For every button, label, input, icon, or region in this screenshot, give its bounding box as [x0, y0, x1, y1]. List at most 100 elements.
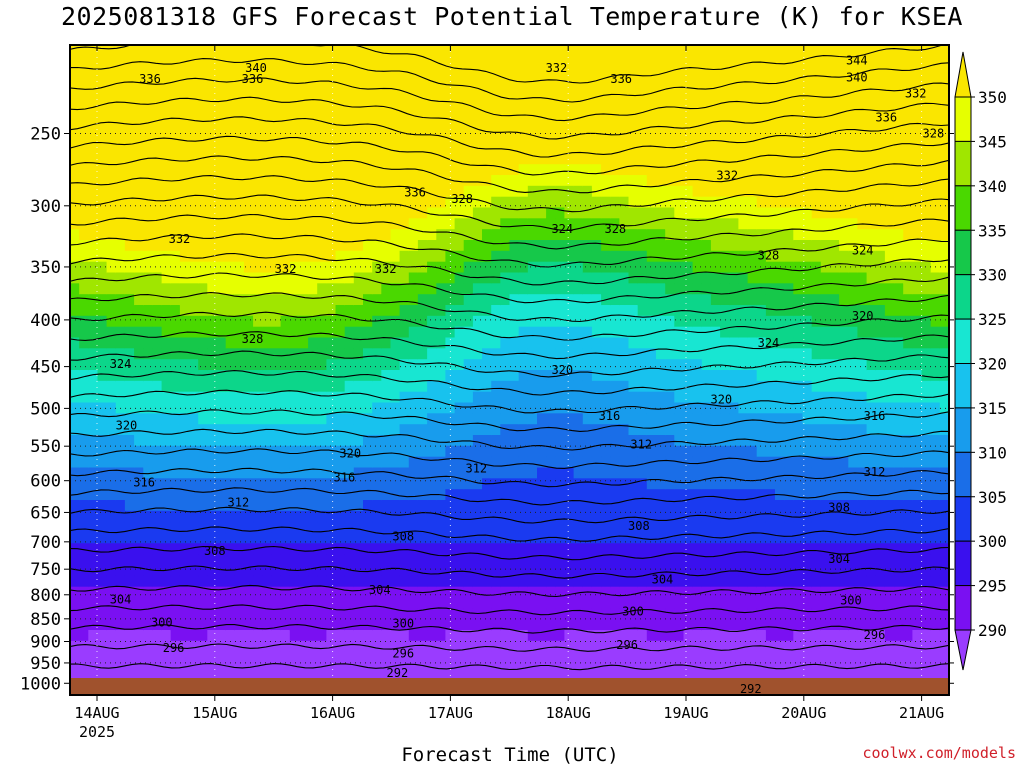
theta-cell [143, 229, 154, 241]
theta-cell [674, 586, 685, 599]
theta-cell [665, 380, 676, 393]
theta-cell [207, 500, 218, 512]
theta-cell [271, 315, 282, 328]
theta-cell [198, 315, 209, 328]
theta-cell [417, 110, 428, 122]
theta-cell [500, 66, 511, 79]
theta-cell [244, 229, 254, 241]
theta-cell [161, 110, 172, 122]
theta-cell [692, 348, 703, 360]
theta-cell [454, 294, 465, 306]
theta-cell [546, 88, 557, 100]
theta-cell [280, 651, 291, 664]
theta-cell [472, 175, 483, 187]
theta-cell [454, 348, 465, 360]
theta-cell [756, 337, 767, 350]
theta-cell [637, 175, 648, 187]
theta-cell [601, 359, 612, 371]
theta-cell [500, 662, 511, 675]
theta-cell [793, 88, 804, 100]
theta-cell [253, 370, 264, 382]
theta-cell [793, 315, 804, 328]
theta-cell [152, 435, 163, 447]
theta-cell [381, 543, 392, 555]
theta-cell [527, 131, 538, 144]
theta-cell [335, 88, 346, 100]
theta-cell [124, 207, 135, 220]
theta-cell [546, 261, 557, 274]
theta-cell [610, 283, 621, 295]
theta-cell [683, 315, 694, 328]
theta-cell [216, 391, 227, 404]
theta-cell [729, 175, 740, 187]
theta-cell [738, 489, 749, 501]
theta-cell [591, 55, 602, 68]
theta-cell [491, 532, 502, 545]
theta-cell [280, 120, 291, 133]
theta-cell [454, 261, 465, 274]
theta-cell [253, 261, 264, 274]
theta-cell [353, 99, 364, 111]
theta-cell [802, 662, 813, 675]
theta-cell [124, 272, 135, 285]
theta-cell [353, 55, 364, 68]
theta-cell [179, 88, 190, 100]
theta-cell [619, 445, 630, 458]
theta-cell [234, 391, 245, 404]
theta-cell [802, 586, 813, 599]
theta-cell [436, 402, 447, 415]
theta-cell [79, 586, 90, 599]
theta-cell [445, 413, 456, 425]
theta-cell [775, 500, 785, 512]
theta-cell [628, 467, 639, 480]
theta-cell [317, 456, 328, 469]
theta-cell [537, 478, 547, 490]
theta-cell [500, 651, 511, 664]
theta-cell [417, 45, 428, 57]
theta-cell [656, 597, 666, 610]
theta-cell [234, 175, 245, 187]
theta-cell [619, 543, 630, 555]
theta-cell [756, 662, 767, 675]
theta-cell [280, 66, 291, 79]
theta-cell [463, 554, 474, 566]
theta-cell [372, 131, 383, 144]
theta-cell [436, 608, 447, 620]
theta-cell [134, 66, 145, 79]
theta-cell [518, 445, 529, 458]
theta-cell [582, 575, 593, 588]
theta-cell [207, 640, 218, 653]
theta-cell [765, 597, 776, 610]
theta-cell [729, 55, 740, 68]
theta-cell [198, 445, 209, 458]
theta-cell [710, 391, 721, 404]
theta-cell [427, 250, 438, 263]
theta-cell [811, 575, 822, 588]
theta-cell [747, 99, 758, 111]
theta-cell [390, 229, 401, 241]
theta-cell [591, 45, 602, 57]
theta-cell [179, 608, 190, 620]
theta-cell [802, 261, 813, 274]
theta-cell [646, 554, 657, 566]
theta-cell [106, 424, 117, 436]
theta-cell [124, 185, 135, 198]
theta-cell [637, 45, 648, 57]
theta-cell [399, 218, 410, 230]
theta-cell [372, 77, 383, 90]
theta-cell [170, 88, 181, 100]
theta-cell [225, 651, 236, 664]
theta-cell [820, 359, 831, 371]
theta-cell [665, 608, 676, 620]
theta-cell [628, 532, 639, 545]
theta-cell [692, 565, 703, 577]
theta-cell [729, 250, 740, 263]
theta-cell [244, 283, 254, 295]
theta-cell [555, 88, 566, 100]
theta-cell [280, 326, 291, 339]
theta-cell [573, 630, 584, 642]
theta-cell [509, 565, 520, 577]
theta-cell [115, 597, 126, 610]
theta-cell [646, 326, 657, 339]
theta-cell [390, 99, 401, 111]
